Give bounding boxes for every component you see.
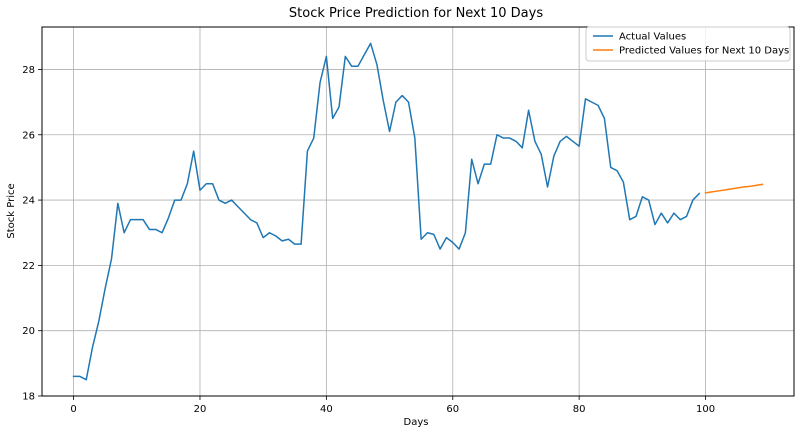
x-tick-label: 0 bbox=[70, 404, 76, 415]
series-line-actual bbox=[72, 42, 701, 381]
y-tick-label: 22 bbox=[22, 261, 35, 272]
x-tick-label: 20 bbox=[194, 404, 207, 415]
grid bbox=[42, 27, 794, 397]
series-line-predicted bbox=[704, 183, 764, 194]
y-tick-label: 24 bbox=[22, 196, 35, 207]
y-axis-label: Stock Price bbox=[6, 183, 17, 238]
chart-title: Stock Price Prediction for Next 10 Days bbox=[289, 6, 543, 21]
y-tick-label: 20 bbox=[22, 326, 35, 337]
legend-box bbox=[585, 26, 791, 62]
legend-label-predicted: Predicted Values for Next 10 Days bbox=[619, 46, 789, 57]
y-tick-label: 18 bbox=[22, 392, 35, 403]
legend: Actual Values Predicted Values for Next … bbox=[585, 26, 791, 62]
x-tick-label: 40 bbox=[320, 404, 333, 415]
y-tick-label: 28 bbox=[22, 65, 35, 76]
x-axis: 0 20 40 60 80 100 bbox=[70, 396, 715, 415]
x-tick-label: 80 bbox=[573, 404, 586, 415]
x-axis-label: Days bbox=[404, 417, 429, 428]
x-tick-label: 60 bbox=[446, 404, 459, 415]
y-axis: 18 20 22 24 26 28 bbox=[22, 65, 42, 403]
series-layer bbox=[72, 42, 764, 381]
x-tick-label: 100 bbox=[696, 404, 715, 415]
plot-frame bbox=[41, 26, 795, 397]
legend-label-actual: Actual Values bbox=[619, 32, 686, 43]
y-tick-label: 26 bbox=[22, 130, 35, 141]
